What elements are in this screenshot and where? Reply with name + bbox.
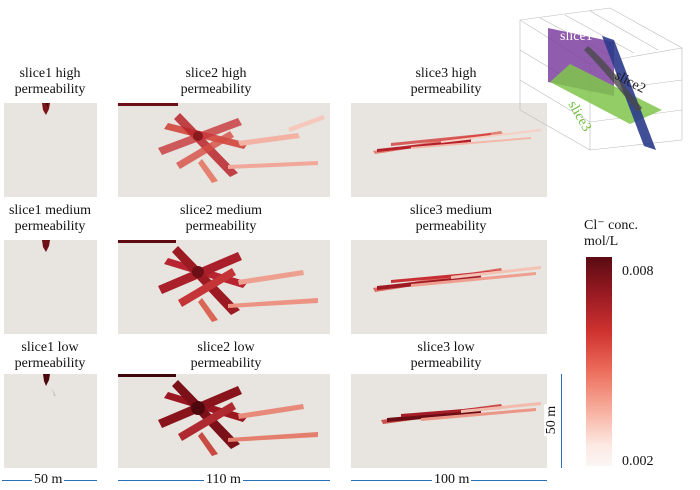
label-slice1-high: slice1 high permeability (14, 66, 86, 97)
colorbar-title: Cl⁻ conc. mol/L (584, 218, 639, 249)
plume-slice3-high (373, 129, 541, 154)
panel-slice1-medium (4, 240, 97, 334)
colorbar-min-label: 0.002 (622, 454, 654, 469)
label-slice3-high: slice3 high permeability (410, 66, 482, 97)
label-slice1-low: slice1 low permeability (14, 340, 86, 371)
dimension-label-2: 110 m (204, 472, 243, 488)
dimension-label-vertical: 50 m (544, 403, 561, 437)
colorbar-max-label: 0.008 (622, 264, 654, 279)
panel-slice3-low (351, 374, 547, 468)
inset-3d-schematic: slice1 slice2 slice3 (519, 7, 683, 151)
label-slice2-high: slice2 high permeability (180, 66, 252, 97)
inset-label-slice1: slice1 (560, 29, 593, 44)
plume-slice1-low (43, 374, 56, 396)
label-slice3-low: slice3 low permeability (410, 340, 482, 371)
plume-slice2-low (118, 374, 318, 456)
plume-slice1-medium (42, 240, 50, 252)
panel-slice2-high (118, 103, 330, 197)
plume-slice3-low (381, 402, 541, 424)
panel-slice1-low (4, 374, 97, 468)
plume-slice2-medium (118, 240, 318, 322)
panel-slice2-low (118, 374, 330, 468)
colorbar (586, 257, 612, 466)
label-slice2-low: slice2 low permeability (190, 340, 262, 371)
panel-slice2-medium (118, 240, 330, 334)
label-slice2-medium: slice2 medium permeability (179, 203, 263, 234)
inset-label-slice3: slice3 (565, 99, 594, 135)
panel-slice1-high (4, 103, 97, 197)
label-slice3-medium: slice3 medium permeability (409, 203, 493, 234)
plume-slice2-high (118, 103, 325, 183)
dimension-label-1: 50 m (32, 472, 65, 488)
panel-slice3-high (351, 103, 547, 197)
panel-slice3-medium (351, 240, 547, 334)
dimension-label-3: 100 m (432, 472, 472, 488)
label-slice1-medium: slice1 medium permeability (8, 203, 92, 234)
plume-slice3-medium (373, 266, 541, 292)
dimension-line-vertical (561, 374, 562, 468)
plume-slice1-high (42, 103, 50, 115)
